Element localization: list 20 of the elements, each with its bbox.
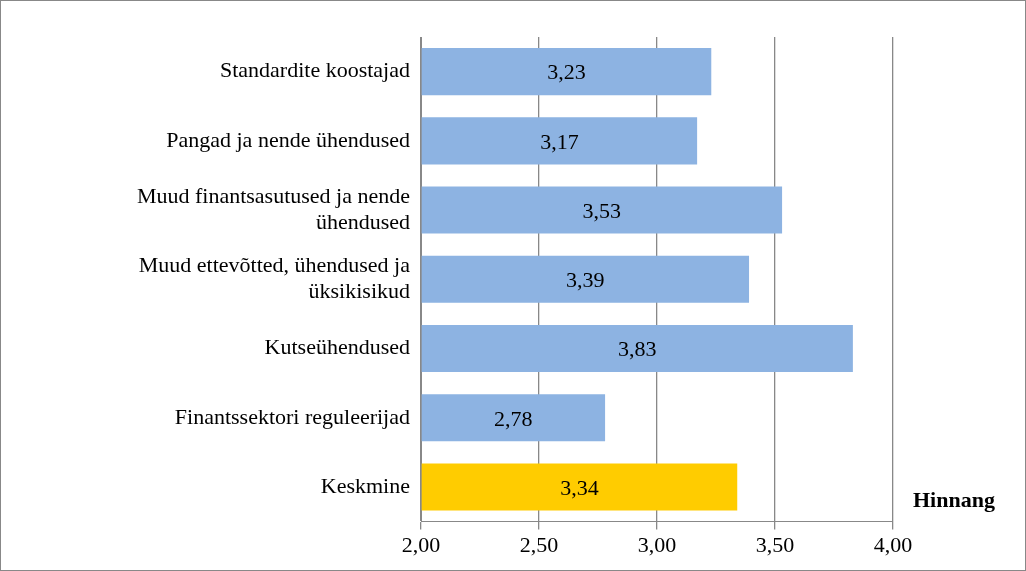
y-tick-label: Standardite koostajad [219, 57, 410, 83]
data-label: 3,83 [618, 336, 657, 362]
y-tick-label: Finantssektori reguleerijad [174, 403, 410, 429]
x-tick-label: 3,50 [755, 531, 795, 557]
data-label: 2,78 [494, 405, 533, 431]
x-tick-label: 2,00 [401, 531, 441, 557]
x-tick-label: 2,50 [519, 531, 559, 557]
data-label: 3,53 [582, 197, 622, 223]
data-label: 3,39 [566, 267, 605, 293]
y-tick-label: Muud ettevõtted, ühendused ja üksikisikud [138, 252, 411, 303]
x-tick-label: 3,00 [637, 531, 677, 557]
y-tick-label: Pangad ja nende ühendused [166, 126, 410, 152]
y-tick-label: Keskmine [320, 472, 410, 498]
data-label: 3,34 [560, 474, 599, 500]
x-axis-title: Hinnang [913, 487, 995, 513]
data-label: 3,23 [547, 59, 586, 85]
y-tick-label: Muud finantsasutused ja nende ühendused [136, 183, 410, 234]
data-label: 3,17 [540, 128, 579, 154]
x-tick-label: 4,00 [873, 531, 913, 557]
y-tick-label: Kutseühendused [264, 334, 410, 360]
